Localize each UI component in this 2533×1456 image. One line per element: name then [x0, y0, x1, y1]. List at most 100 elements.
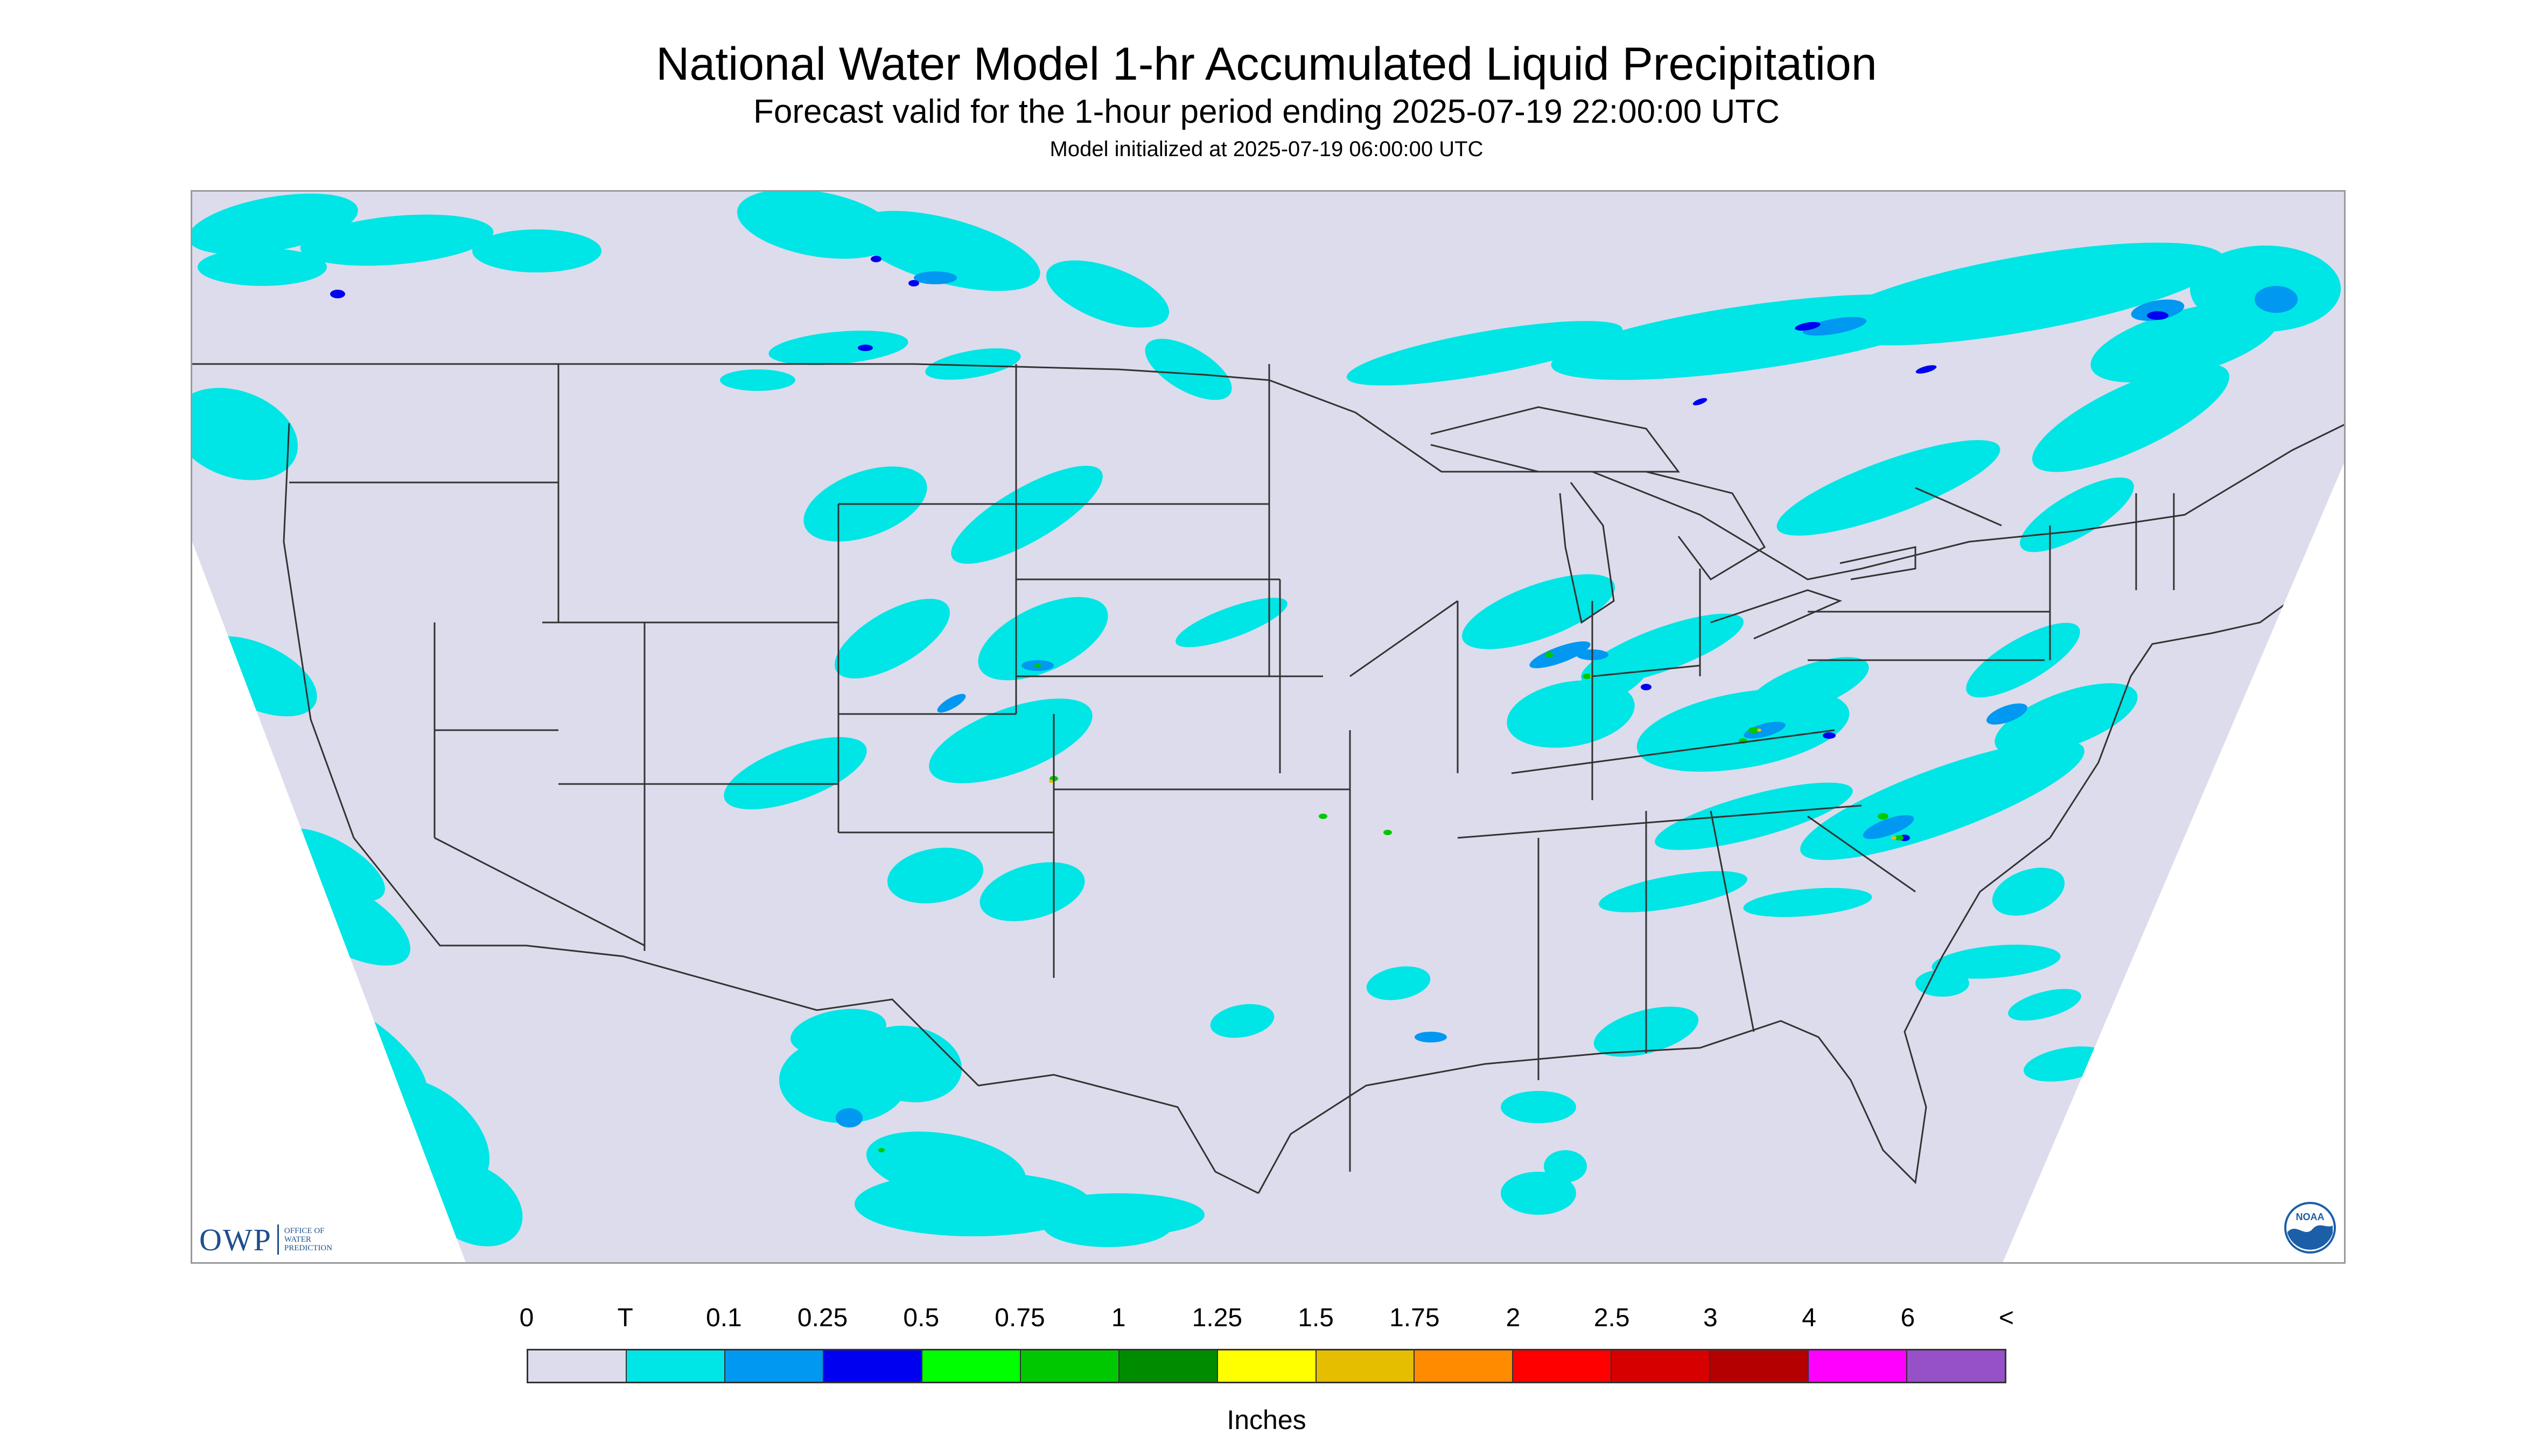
model-domain: [192, 192, 2344, 1262]
lake-ontario: [1839, 546, 1916, 580]
trace-precip-area: [1046, 260, 1170, 328]
heavy-precip-area: [1915, 365, 1937, 374]
trace-precip-area: [925, 348, 1021, 380]
trace-precip-area: [1501, 1091, 1576, 1123]
light-precip-area: [1415, 1032, 1447, 1042]
heavy-precip-area: [1795, 321, 1821, 331]
heavy-precip-area: [1692, 398, 1708, 405]
legend-swatch: [1513, 1350, 1612, 1382]
state-line: [1511, 729, 1835, 774]
trace-precip-area: [768, 331, 908, 365]
state-boundaries: [192, 363, 2344, 1194]
legend-tick-label: 1: [1111, 1304, 1126, 1332]
legend-swatch: [1710, 1350, 1809, 1382]
legend-tick-label: 0: [519, 1304, 534, 1332]
trace-precip-area: [2032, 363, 2230, 472]
legend-tick-label: T: [617, 1304, 633, 1332]
legend-units-label: Inches: [1227, 1405, 1306, 1435]
trace-precip-area: [1746, 657, 1869, 717]
light-precip-area: [937, 694, 966, 713]
trace-precip-area: [1995, 683, 2138, 756]
trace-precip-area: [887, 848, 984, 904]
light-precip-area: [2131, 299, 2185, 321]
owp-logo-line1: OFFICE OF: [284, 1227, 325, 1235]
heavy-precip-area: [1823, 732, 1836, 739]
trace-precip-area: [1992, 867, 2065, 916]
owp-logo-icon: OWP OFFICE OF WATER PREDICTION: [199, 1218, 332, 1261]
legend-tick-label: 0.5: [903, 1304, 940, 1332]
legend-swatch: [528, 1350, 627, 1382]
legend-swatch: [1809, 1350, 1908, 1382]
lake-michigan: [1559, 482, 1615, 624]
heavy-precip-area: [330, 290, 345, 298]
legend-swatch: [725, 1350, 824, 1382]
light-precip-area: [1802, 317, 1867, 336]
precipitation-colorbar: [527, 1349, 2006, 1383]
trace-precip-area: [835, 599, 950, 678]
legend-swatch: [1119, 1350, 1218, 1382]
legend-tick-labels: 0 T 0.1 0.25 0.5 0.75 1 1.25 1.5 1.75 2 2.5 3 4 6 <: [0, 1303, 2533, 1335]
map-title: National Water Model 1-hr Accumulated Li…: [656, 38, 1877, 90]
trace-precip-area: [1599, 871, 1747, 913]
legend-tick-label: 2: [1506, 1304, 1521, 1332]
legend-tick-label: 0.1: [706, 1304, 742, 1332]
trace-precip-area: [1743, 887, 1872, 918]
state-line: [1807, 815, 1916, 893]
trace-precip-area: [2134, 953, 2257, 1013]
legend-tick-label: <: [1998, 1304, 2014, 1332]
legend-tick-label: 1.25: [1192, 1304, 1243, 1332]
us-mexico-border: [526, 944, 1259, 1194]
legend-swatch: [1612, 1350, 1711, 1382]
lake-huron: [1646, 471, 1766, 580]
trace-precip-area: [300, 214, 494, 266]
legend-swatch: [1217, 1350, 1317, 1382]
legend-swatch: [626, 1350, 725, 1382]
gulf-coast: [1257, 578, 2320, 1194]
trace-precip-area: [198, 248, 327, 286]
legend-swatch: [1415, 1350, 1514, 1382]
lake-superior: [1430, 406, 1680, 473]
heavy-precip-area: [1641, 684, 1652, 690]
noaa-logo-icon: NOAA: [2284, 1202, 2336, 1254]
trace-precip-area: [1932, 944, 2061, 979]
trace-precip-area: [720, 369, 795, 391]
owp-logo-text: OFFICE OF WATER PREDICTION: [284, 1227, 332, 1252]
trace-precip-area: [951, 466, 1103, 564]
owp-logo-line3: PREDICTION: [284, 1244, 333, 1252]
lake-erie: [1710, 589, 1843, 640]
trace-precip-area: [1346, 321, 1623, 386]
trace-precip-area: [472, 229, 601, 272]
forecast-valid-subtitle: Forecast valid for the 1-hour period end…: [753, 93, 1780, 130]
light-precip-area: [2255, 286, 2298, 313]
trace-precip-area: [1366, 966, 1431, 1000]
moderate-precip-core: [1748, 727, 1759, 733]
state-line: [1457, 804, 1862, 839]
trace-precip-area: [978, 597, 1108, 681]
moderate-precip-core: [878, 1148, 885, 1152]
model-init-line: Model initialized at 2025-07-19 06:00:00…: [1049, 137, 1484, 161]
state-line: [1915, 487, 2002, 527]
intense-precip-core: [1049, 780, 1053, 783]
owp-logo-line2: WATER: [284, 1235, 311, 1244]
state-line: [1592, 664, 1701, 677]
intense-precip-core: [1757, 729, 1761, 732]
legend-swatch: [1907, 1350, 2005, 1382]
legend-swatch: [1316, 1350, 1415, 1382]
owp-logo-mark: OWP: [199, 1222, 272, 1257]
trace-precip-area: [1776, 440, 2000, 536]
light-precip-area: [914, 271, 957, 284]
moderate-precip-core: [1895, 835, 1904, 841]
heavy-precip-area: [2147, 311, 2168, 320]
state-line: [434, 837, 645, 947]
trace-precip-area: [1821, 242, 2225, 346]
moderate-precip-core: [1034, 663, 1041, 668]
trace-precip-area: [1032, 1193, 1205, 1236]
trace-precip-area: [929, 698, 1093, 783]
legend-tick-label: 1.5: [1298, 1304, 1334, 1332]
light-precip-area: [1744, 722, 1786, 739]
moderate-precip-core: [1545, 652, 1554, 657]
trace-precip-area: [1507, 680, 1635, 748]
map-canvas: [192, 192, 2344, 1262]
noaa-logo-text: NOAA: [2296, 1212, 2325, 1222]
trace-precip-area: [724, 737, 867, 810]
